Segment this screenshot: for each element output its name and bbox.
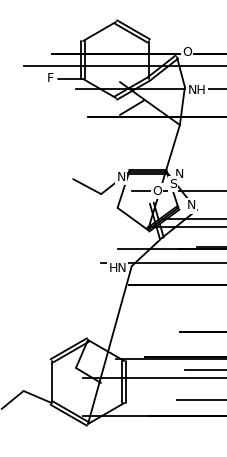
Text: N: N	[186, 199, 195, 213]
Text: S: S	[168, 178, 176, 191]
Text: HN: HN	[108, 261, 127, 275]
Text: O: O	[151, 185, 161, 197]
Text: N: N	[174, 168, 184, 181]
Text: F: F	[46, 73, 53, 85]
Text: N: N	[116, 170, 125, 184]
Text: O: O	[181, 46, 191, 58]
Text: NH: NH	[187, 84, 205, 96]
